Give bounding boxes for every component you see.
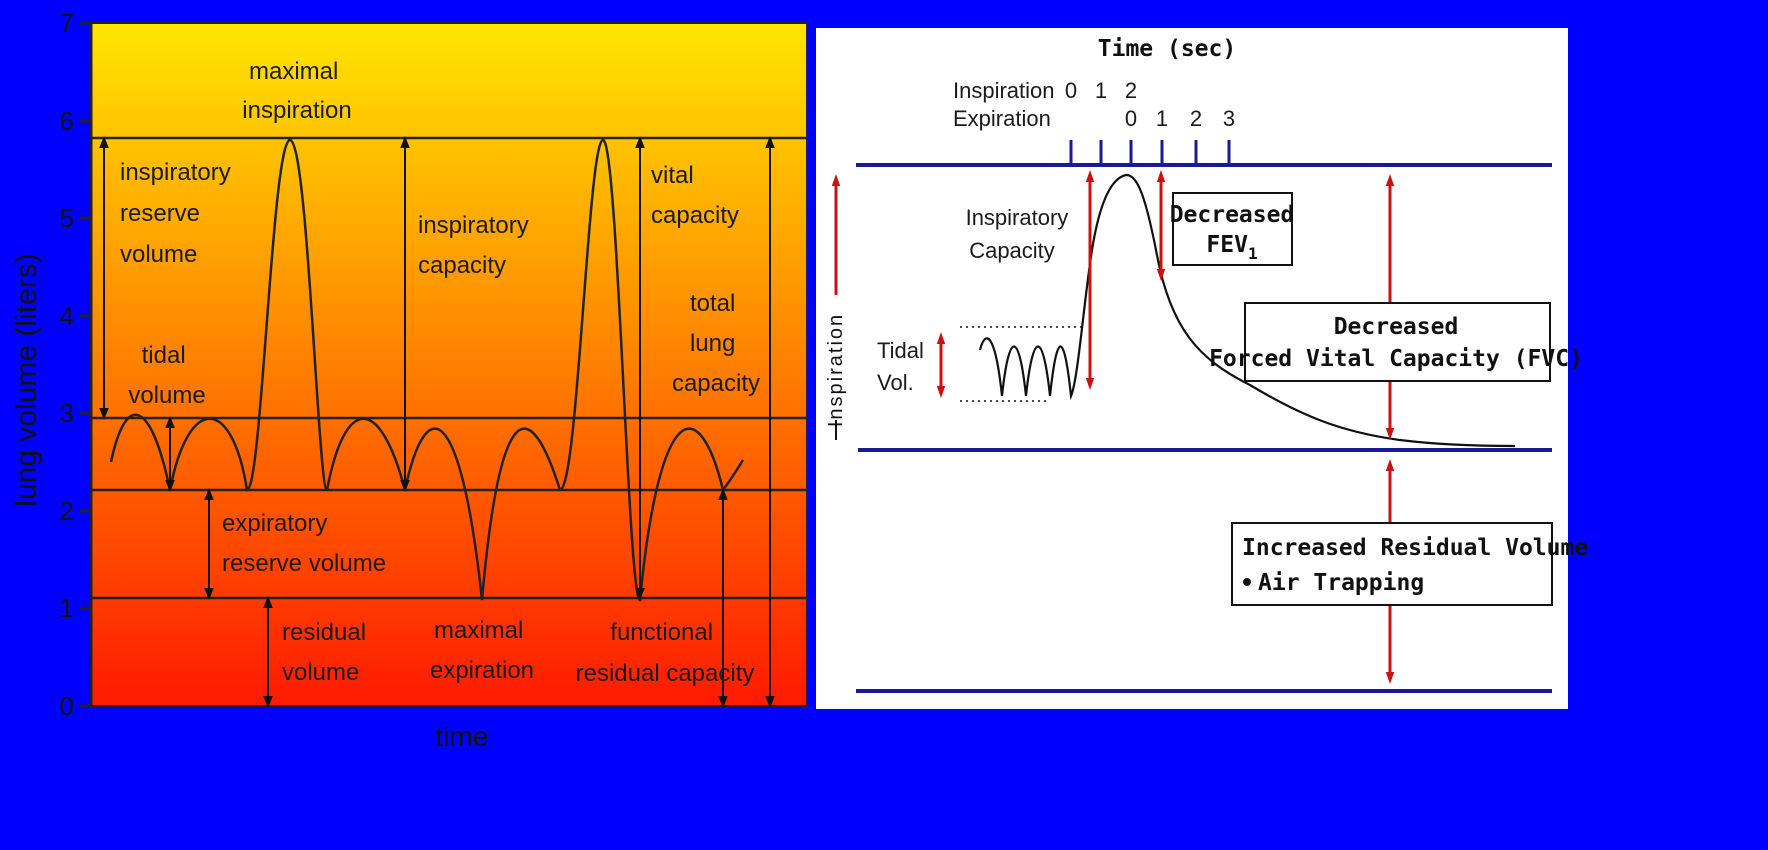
fvc-box: Decreased Forced Vital Capacity (FVC)	[1209, 302, 1583, 382]
label-total-lung-capacity: total lung capacity	[672, 290, 760, 397]
fev1-box: Decreased FEV1	[1170, 192, 1295, 266]
fvc-box-line1: Decreased	[1334, 314, 1459, 340]
y-tick-label-4: 4	[60, 301, 74, 331]
bullet-icon	[1243, 578, 1251, 586]
label-maximal-expiration: maximal expiration	[430, 617, 534, 684]
y-tick-label-1: 1	[60, 593, 74, 623]
label-functional-residual-capacity: functional residual capacity	[576, 619, 755, 687]
right-panel: Time (sec) Inspiration Expiration 0 1 2 …	[816, 28, 1588, 709]
rv-box-line2: Air Trapping	[1258, 570, 1424, 596]
right-rules	[856, 163, 1552, 693]
insp-tick-1: 1	[1095, 78, 1107, 103]
left-labels: maximal inspiration inspiratory reserve …	[120, 58, 760, 687]
x-axis-label: time	[436, 721, 489, 752]
y-tick-label-7: 7	[60, 8, 74, 38]
left-plot-area	[90, 22, 808, 707]
label-inspiratory-reserve-volume: inspiratory reserve volume	[120, 159, 237, 268]
y-ticks	[80, 21, 91, 708]
y-tick-label-2: 2	[60, 496, 74, 526]
y-tick-label-0: 0	[60, 691, 74, 721]
label-residual-volume: residual volume	[282, 619, 373, 686]
side-inspiration-label: Inspiration	[825, 313, 847, 427]
right-ic-label: Inspiratory Capacity	[966, 205, 1075, 263]
red-arrows	[936, 170, 1395, 684]
right-tidal-label: Tidal Vol.	[877, 338, 930, 395]
label-inspiratory-capacity: inspiratory capacity	[418, 212, 535, 279]
measurement-arrows	[99, 136, 775, 708]
y-axis-label: lung volume (liters)	[10, 253, 43, 506]
breathing-trace	[109, 138, 745, 602]
rv-box-line1: Increased Residual Volume	[1242, 535, 1588, 561]
y-tick-label-6: 6	[60, 106, 74, 136]
fev1-box-line2: FEV1	[1206, 232, 1257, 263]
insp-tick-0: 0	[1065, 78, 1077, 103]
exp-tick-2: 2	[1190, 106, 1202, 131]
rv-box: Increased Residual Volume Air Trapping	[1231, 522, 1588, 606]
expiration-time-row-label: Expiration	[953, 106, 1051, 131]
exp-tick-3: 3	[1223, 106, 1235, 131]
fvc-box-line2: Forced Vital Capacity (FVC)	[1209, 346, 1583, 372]
exp-tick-1: 1	[1156, 106, 1168, 131]
time-axis-title: Time (sec)	[1098, 36, 1236, 62]
label-expiratory-reserve-volume: expiratory reserve volume	[222, 510, 386, 577]
inspiration-time-ticks: 0 1 2	[1065, 78, 1137, 103]
inspiration-time-row-label: Inspiration	[953, 78, 1055, 103]
expiration-time-ticks: 0 1 2 3	[1125, 106, 1235, 131]
label-tidal-volume: tidal volume	[128, 342, 205, 409]
label-vital-capacity: vital capacity	[651, 162, 739, 229]
left-panel: 0 1 2 3 4 5 6 7 lung volume (liters) tim…	[10, 8, 808, 752]
insp-tick-2: 2	[1125, 78, 1137, 103]
fev1-box-line1: Decreased	[1170, 202, 1295, 228]
label-maximal-inspiration: maximal inspiration	[242, 58, 351, 124]
y-tick-label-5: 5	[60, 203, 74, 233]
y-tick-label-3: 3	[60, 398, 74, 428]
time-tick-marks	[1069, 140, 1231, 165]
y-tick-labels: 0 1 2 3 4 5 6 7	[60, 8, 74, 721]
exp-tick-0: 0	[1125, 106, 1137, 131]
